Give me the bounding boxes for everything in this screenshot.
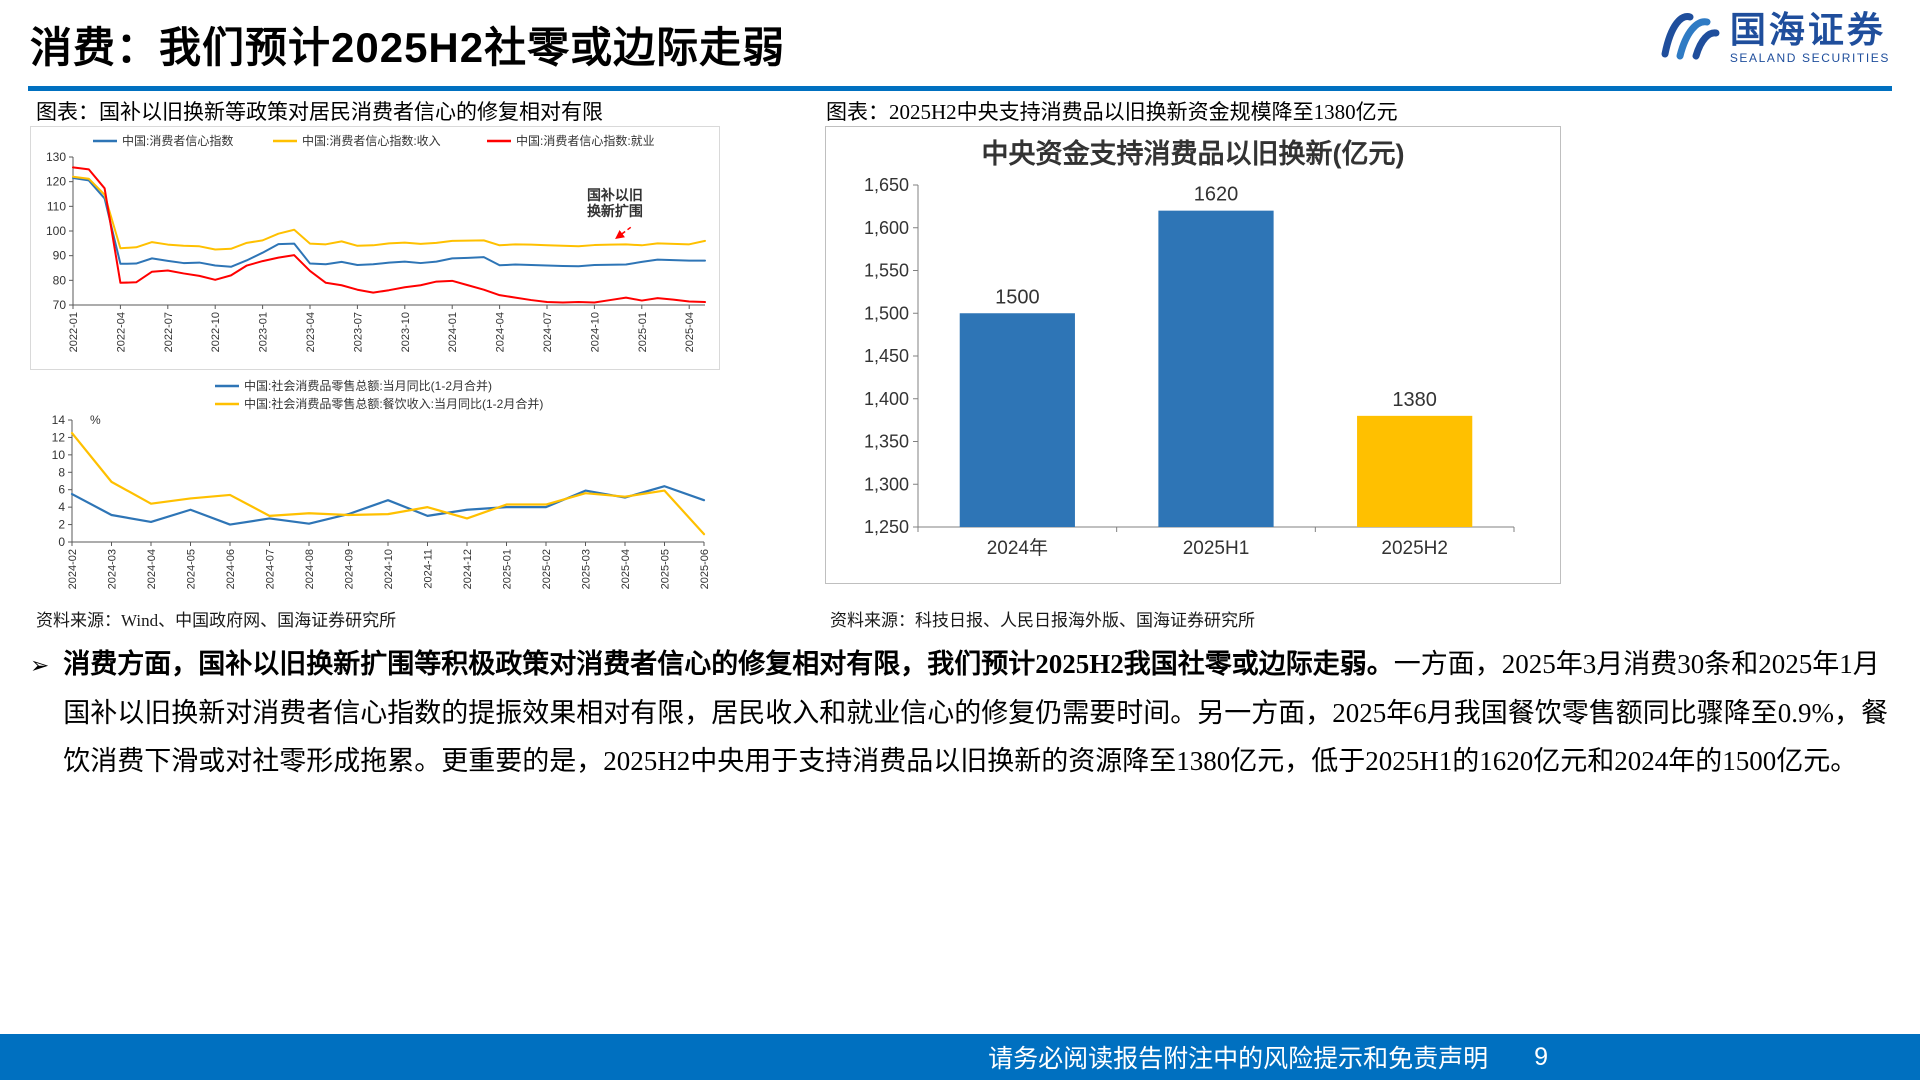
svg-text:中国:社会消费品零售总额:当月同比(1-2月合并): 中国:社会消费品零售总额:当月同比(1-2月合并) (244, 378, 492, 393)
svg-text:2024-08: 2024-08 (304, 549, 316, 589)
consumer-confidence-line-chart: 70 80 90 100 110 120 130 2022-01 2022-04 2022-07 2… (30, 126, 720, 370)
svg-text:130: 130 (46, 150, 66, 164)
logo-subtitle: SEALAND SECURITIES (1729, 50, 1890, 65)
retail-sales-line-chart: 0 2 4 6 8 10 12 14% 2024-02 2024-03 2024-04 2024-05… (30, 374, 720, 602)
svg-text:2024-12: 2024-12 (462, 549, 474, 589)
svg-text:2024-04: 2024-04 (146, 549, 158, 589)
svg-text:1,650: 1,650 (864, 175, 909, 195)
svg-text:2025-01: 2025-01 (502, 549, 514, 589)
svg-text:2023-04: 2023-04 (305, 312, 317, 352)
svg-text:2025-02: 2025-02 (541, 549, 553, 589)
svg-text:2025-04: 2025-04 (620, 549, 632, 589)
svg-text:1,350: 1,350 (864, 432, 909, 452)
svg-text:2024年: 2024年 (987, 537, 1048, 559)
footer-bar: 请务必阅读报告附注中的风险提示和免责声明 9 (0, 1034, 1920, 1080)
summary-text-regular: 一方面，2025年3月消费30条和2025年1月国补以旧换新对消费者信心指数的提… (63, 649, 1889, 777)
subsidy-funds-bar-chart: 中央资金支持消费品以旧换新(亿元) 1,250 1,300 1,350 1,400 1,4… (825, 126, 1561, 584)
svg-text:120: 120 (46, 175, 66, 189)
svg-text:2024-06: 2024-06 (225, 549, 237, 589)
svg-text:1,600: 1,600 (864, 218, 909, 238)
svg-text:2025H2: 2025H2 (1381, 538, 1448, 559)
svg-text:2025H1: 2025H1 (1183, 538, 1250, 559)
svg-text:2024-10: 2024-10 (589, 312, 601, 352)
svg-text:2024-03: 2024-03 (107, 549, 119, 589)
svg-text:2022-07: 2022-07 (163, 312, 175, 352)
svg-text:1500: 1500 (995, 286, 1040, 308)
svg-text:2022-04: 2022-04 (115, 312, 127, 352)
chart-canvas: 70 80 90 100 110 120 130 2022-01 2022-04 2022-07 2… (46, 133, 706, 352)
left-source-note: 资料来源：Wind、中国政府网、国海证券研究所 (36, 611, 397, 630)
svg-text:1,250: 1,250 (864, 517, 909, 537)
svg-text:中国:消费者信心指数: 中国:消费者信心指数 (122, 133, 233, 148)
chart-canvas: 0 2 4 6 8 10 12 14 % 2024-02 2024-03 2024-04 2024-05… (52, 378, 711, 589)
svg-text:换新扩围: 换新扩围 (587, 203, 643, 219)
svg-text:2022-10: 2022-10 (210, 312, 222, 352)
svg-text:1,550: 1,550 (864, 261, 909, 281)
svg-text:2024-09: 2024-09 (344, 549, 356, 589)
chart-canvas: 中央资金支持消费品以旧换新(亿元) 1,250 1,300 1,350 1,400 1,4… (864, 138, 1515, 559)
svg-text:1620: 1620 (1194, 184, 1239, 206)
svg-text:1,300: 1,300 (864, 474, 909, 494)
svg-text:2025-01: 2025-01 (637, 312, 649, 352)
svg-text:2024-11: 2024-11 (423, 549, 435, 589)
svg-text:1,500: 1,500 (864, 303, 909, 323)
svg-text:2: 2 (58, 518, 65, 532)
svg-text:2023-01: 2023-01 (258, 312, 270, 352)
svg-text:110: 110 (47, 199, 66, 213)
svg-text:中国:社会消费品零售总额:餐饮收入:当月同比(1-2月合并): 中国:社会消费品零售总额:餐饮收入:当月同比(1-2月合并) (244, 396, 543, 411)
svg-text:国补以旧: 国补以旧 (587, 187, 643, 203)
sealand-wave-icon (1658, 8, 1720, 67)
svg-text:0: 0 (58, 535, 65, 549)
right-source-note: 资料来源：科技日报、人民日报海外版、国海证券研究所 (830, 611, 1255, 630)
svg-text:4: 4 (58, 500, 65, 514)
right-figure-caption: 图表：2025H2中央支持消费品以旧换新资金规模降至1380亿元 (826, 100, 1398, 124)
disclaimer-text: 请务必阅读报告附注中的风险提示和免责声明 (988, 1045, 1489, 1073)
company-logo: 国海证券 SEALAND SECURITIES (1658, 8, 1890, 67)
svg-text:2025-05: 2025-05 (660, 549, 672, 589)
svg-text:中国:消费者信心指数:就业: 中国:消费者信心指数:就业 (516, 133, 655, 148)
svg-text:12: 12 (52, 430, 66, 444)
summary-paragraph: ➢ 消费方面，国补以旧换新扩围等积极政策对消费者信心的修复相对有限，我们预计20… (30, 640, 1896, 786)
svg-text:10: 10 (52, 448, 66, 462)
svg-text:14: 14 (52, 413, 66, 427)
svg-text:8: 8 (58, 465, 65, 479)
svg-text:2022-01: 2022-01 (68, 312, 80, 352)
logo-name: 国海证券 (1729, 9, 1886, 51)
summary-text: 消费方面，国补以旧换新扩围等积极政策对消费者信心的修复相对有限，我们预计2025… (63, 640, 1896, 786)
svg-text:2023-07: 2023-07 (352, 312, 364, 352)
svg-text:80: 80 (53, 273, 67, 287)
summary-text-bold: 消费方面，国补以旧换新扩围等积极政策对消费者信心的修复相对有限，我们预计2025… (63, 649, 1394, 679)
svg-text:2025-06: 2025-06 (699, 549, 711, 589)
svg-text:1380: 1380 (1392, 389, 1437, 411)
page-number: 9 (1534, 1042, 1548, 1071)
svg-text:中央资金支持消费品以旧换新(亿元): 中央资金支持消费品以旧换新(亿元) (982, 138, 1405, 169)
title-underline (28, 86, 1892, 91)
svg-text:90: 90 (53, 249, 67, 263)
svg-text:2024-01: 2024-01 (447, 312, 459, 352)
svg-text:70: 70 (53, 298, 67, 312)
bullet-arrow-icon: ➢ (30, 653, 50, 679)
svg-text:2024-04: 2024-04 (495, 312, 507, 352)
svg-text:2024-10: 2024-10 (383, 549, 395, 589)
svg-text:中国:消费者信心指数:收入: 中国:消费者信心指数:收入 (302, 133, 441, 148)
svg-text:%: % (90, 413, 101, 427)
svg-text:2025-03: 2025-03 (581, 549, 593, 589)
left-figure-caption: 图表：国补以旧换新等政策对居民消费者信心的修复相对有限 (36, 100, 603, 124)
svg-text:2024-07: 2024-07 (265, 549, 277, 589)
svg-text:2023-10: 2023-10 (400, 312, 412, 352)
svg-text:6: 6 (58, 483, 65, 497)
svg-text:2024-02: 2024-02 (67, 549, 79, 589)
svg-text:100: 100 (46, 224, 66, 238)
svg-text:1,450: 1,450 (864, 346, 909, 366)
svg-text:2024-05: 2024-05 (186, 549, 198, 589)
svg-text:1,400: 1,400 (864, 389, 909, 409)
svg-text:2025-04: 2025-04 (684, 312, 696, 352)
svg-text:2024-07: 2024-07 (542, 312, 554, 352)
page-title: 消费：我们预计2025H2社零或边际走弱 (30, 24, 786, 71)
